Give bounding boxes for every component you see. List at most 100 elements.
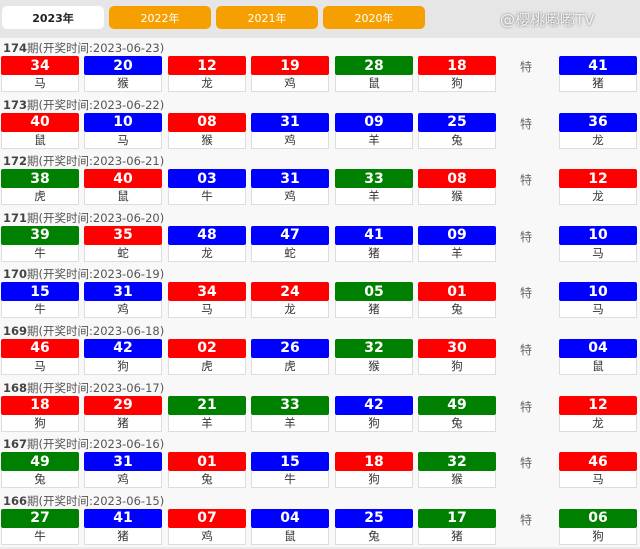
- special-ball: 10 马: [559, 225, 637, 262]
- ball: 26 虎: [251, 338, 329, 375]
- zodiac: 龙: [559, 188, 637, 206]
- zodiac: 牛: [1, 244, 79, 262]
- special-label: 特: [520, 229, 533, 244]
- balls: 15 牛 31 鸡 34 马 24 龙 05 猪 01 兔特 10 马: [0, 282, 640, 319]
- ball-number: 18: [335, 452, 413, 472]
- balls: 49 兔 31 鸡 01 兔 15 牛 18 狗 32 猴特 46 马: [0, 452, 640, 489]
- zodiac: 鼠: [84, 188, 162, 206]
- ball-number: 03: [168, 169, 246, 189]
- ball-number: 42: [84, 338, 162, 358]
- zodiac: 鼠: [251, 527, 329, 545]
- ball-number: 02: [168, 338, 246, 358]
- ball-number: 32: [418, 452, 496, 472]
- ball: 27 牛: [1, 508, 79, 545]
- ball-number: 25: [418, 112, 496, 132]
- zodiac: 鸡: [168, 527, 246, 545]
- zodiac: 马: [559, 471, 637, 489]
- zodiac: 马: [559, 301, 637, 319]
- special-label: 特: [520, 60, 533, 74]
- ball-number: 27: [1, 508, 79, 528]
- balls: 27 牛 41 猪 07 鸡 04 鼠 25 兔 17 猪特 06 狗: [0, 508, 640, 546]
- zodiac: 马: [1, 75, 79, 92]
- draw-row: 174期(开奖时间:2023-06-23) 34 马 20 猴 12 龙 19 鸡 28 鼠 18 狗特…: [0, 38, 640, 95]
- ball: 24 龙: [251, 282, 329, 319]
- ball-number: 34: [168, 282, 246, 302]
- zodiac: 兔: [335, 527, 413, 545]
- ball-number: 31: [251, 112, 329, 132]
- ball: 01 兔: [418, 282, 496, 319]
- ball-number: 01: [168, 452, 246, 472]
- ball: 21 羊: [168, 395, 246, 432]
- period-number: 172: [3, 154, 28, 169]
- zodiac: 兔: [418, 131, 496, 149]
- special-label: 特: [520, 173, 533, 188]
- ball: 04 鼠: [251, 508, 329, 545]
- ball: 05 猪: [335, 282, 413, 319]
- draw-row: 173期(开奖时间:2023-06-22) 40 鼠 10 马 08 猴 31 鸡 09 羊 25 兔特…: [0, 94, 640, 152]
- ball: 07 鸡: [168, 508, 246, 545]
- ball-number: 17: [418, 508, 496, 528]
- ball-number: 10: [84, 112, 162, 132]
- ball: 39 牛: [1, 225, 79, 262]
- draw-row: 167期(开奖时间:2023-06-16) 49 兔 31 鸡 01 兔 15 牛 18 狗 32 猴特…: [0, 434, 640, 491]
- ball: 41 猪: [335, 225, 413, 262]
- special-ball: 04 鼠: [559, 338, 637, 375]
- ball: 18 狗: [1, 395, 79, 432]
- ball: 25 兔: [335, 508, 413, 545]
- zodiac: 马: [1, 357, 79, 375]
- zodiac: 蛇: [251, 244, 329, 262]
- special-label: 特: [520, 456, 533, 471]
- zodiac: 牛: [251, 471, 329, 489]
- ball: 18 狗: [335, 452, 413, 489]
- zodiac: 狗: [335, 414, 413, 432]
- special-ball: 10 马: [559, 282, 637, 319]
- ball-number: 40: [1, 112, 79, 132]
- ball-number: 32: [335, 338, 413, 358]
- ball-number: 05: [335, 282, 413, 302]
- ball-number: 15: [251, 452, 329, 472]
- special-ball: 41 猪: [559, 56, 637, 92]
- ball-number: 08: [168, 112, 246, 132]
- zodiac: 羊: [335, 188, 413, 206]
- draw-header: 169期(开奖时间:2023-06-18): [0, 323, 640, 339]
- zodiac: 狗: [418, 357, 496, 375]
- special-label: 特: [520, 399, 533, 414]
- zodiac: 狗: [418, 75, 496, 92]
- zodiac: 马: [559, 244, 637, 262]
- zodiac: 鸡: [251, 188, 329, 206]
- ball-number: 04: [251, 508, 329, 528]
- zodiac: 兔: [418, 301, 496, 319]
- zodiac: 虎: [168, 357, 246, 375]
- ball: 33 羊: [251, 395, 329, 432]
- zodiac: 羊: [418, 244, 496, 262]
- zodiac: 猴: [84, 75, 162, 92]
- zodiac: 鸡: [251, 131, 329, 149]
- ball-number: 46: [559, 452, 637, 472]
- ball-number: 41: [84, 508, 162, 528]
- ball-number: 15: [1, 282, 79, 302]
- ball: 17 猪: [418, 508, 496, 545]
- ball: 42 狗: [84, 338, 162, 375]
- draw-header: 174期(开奖时间:2023-06-23): [0, 40, 640, 56]
- special-ball: 06 狗: [559, 508, 637, 545]
- zodiac: 龙: [251, 301, 329, 319]
- ball-number: 34: [1, 56, 79, 75]
- ball: 47 蛇: [251, 225, 329, 262]
- zodiac: 牛: [1, 527, 79, 545]
- ball-number: 18: [1, 395, 79, 415]
- ball: 49 兔: [1, 452, 79, 489]
- zodiac: 猪: [335, 244, 413, 262]
- zodiac: 鼠: [559, 357, 637, 375]
- tab-year-2021[interactable]: 2021年: [216, 6, 318, 29]
- draw-row: 171期(开奖时间:2023-06-20) 39 牛 35 蛇 48 龙 47 蛇 41 猪 09 羊特…: [0, 207, 640, 265]
- ball-number: 38: [1, 169, 79, 189]
- ball: 08 猴: [168, 112, 246, 149]
- tab-year-2023[interactable]: 2023年: [2, 6, 104, 29]
- ball-number: 31: [251, 169, 329, 189]
- ball-number: 33: [251, 395, 329, 415]
- draw-row: 172期(开奖时间:2023-06-21) 38 虎 40 鼠 03 牛 31 鸡 33 羊 08 猴特…: [0, 151, 640, 208]
- ball: 10 马: [84, 112, 162, 149]
- ball-number: 25: [335, 508, 413, 528]
- tab-year-2020[interactable]: 2020年: [323, 6, 425, 29]
- tab-year-2022[interactable]: 2022年: [109, 6, 211, 29]
